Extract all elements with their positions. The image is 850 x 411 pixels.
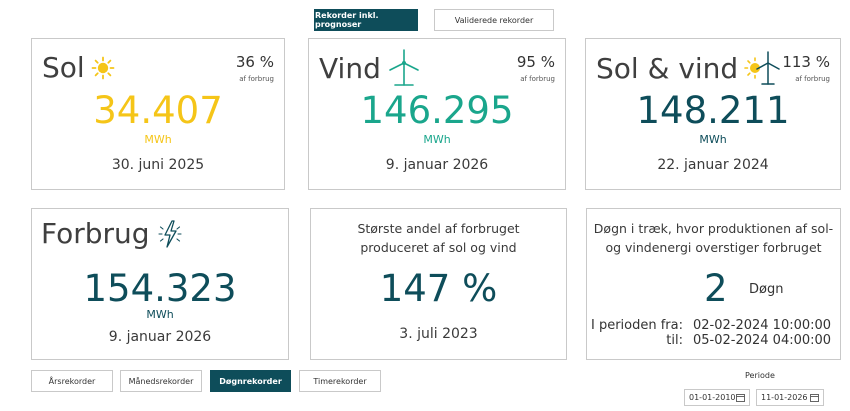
- calendar-icon[interactable]: [736, 393, 745, 402]
- forbrug-title: Forbrug: [41, 217, 184, 250]
- sol-share-value: 36 %: [235, 53, 274, 71]
- doegn-line2: og vindenergi overstiger forbruget: [605, 240, 822, 255]
- doegn-to-label: til:: [666, 333, 683, 348]
- solvind-title: Sol & vind: [596, 51, 780, 85]
- doegn-from-value: 02-02-2024 10:00:00: [693, 318, 832, 333]
- tab-day-records[interactable]: Døgnrekorder: [210, 370, 291, 392]
- vind-unit: MWh: [423, 133, 451, 146]
- period-from-value: 01-01-2010: [689, 393, 736, 402]
- lightning-icon: [158, 219, 182, 248]
- vind-share: 95 % af forbrug: [517, 53, 555, 83]
- solvind-date: 22. januar 2024: [657, 157, 769, 173]
- sol-date: 30. juni 2025: [111, 157, 205, 173]
- andel-date: 3. juli 2023: [399, 326, 478, 342]
- tab-year-records[interactable]: Årsrekorder: [31, 370, 113, 392]
- sol-title: Sol: [42, 51, 115, 84]
- vind-value: 146.295: [360, 89, 514, 132]
- solvind-card: Sol & vind 113 % af forbrug 148.211 MWh …: [585, 38, 841, 190]
- sol-card: Sol 36 % af forbrug 34.407 MWh 30. juni …: [31, 38, 285, 190]
- vind-card: Vind 95 % af forbrug 146.295 MWh 9. janu…: [308, 38, 566, 190]
- doegn-description: Døgn i træk, hvor produktionen af sol- o…: [587, 219, 840, 257]
- doegn-line1: Døgn i træk, hvor produktionen af sol-: [593, 221, 834, 236]
- andel-value: 147 %: [379, 267, 498, 310]
- forbrug-card: Forbrug 154.323 MWh 9. januar 2026: [31, 208, 289, 360]
- doegn-from-label: I perioden fra:: [590, 318, 683, 333]
- period-from-input[interactable]: 01-01-2010: [684, 389, 750, 406]
- validated-records-button[interactable]: Validerede rekorder: [434, 9, 554, 31]
- calendar-icon[interactable]: [810, 393, 819, 402]
- solvind-title-text: Sol & vind: [596, 51, 739, 85]
- solvind-share-value: 113 %: [782, 53, 830, 71]
- sol-title-text: Sol: [42, 51, 85, 84]
- solvind-unit: MWh: [699, 133, 727, 146]
- solvind-share: 113 % af forbrug: [782, 53, 830, 83]
- forbrug-date: 9. januar 2026: [108, 329, 212, 345]
- sun-icon: [91, 56, 115, 79]
- wind-turbine-icon: [389, 49, 419, 86]
- period-to-input[interactable]: 11-01-2026: [756, 389, 824, 406]
- vind-share-value: 95 %: [516, 53, 555, 71]
- sol-value: 34.407: [93, 89, 223, 132]
- andel-description: Største andel af forbruget produceret af…: [311, 219, 566, 257]
- tab-hour-records[interactable]: Timerekorder: [299, 370, 381, 392]
- forbrug-title-text: Forbrug: [41, 217, 150, 250]
- doegn-value: 2: [704, 267, 728, 310]
- andel-line1: Største andel af forbruget: [357, 221, 520, 236]
- forbrug-unit: MWh: [146, 308, 174, 321]
- forbrug-value: 154.323: [83, 267, 237, 310]
- period-label: Periode: [745, 371, 775, 380]
- solvind-value: 148.211: [636, 89, 790, 132]
- period-to-value: 11-01-2026: [761, 393, 808, 402]
- vind-date: 9. januar 2026: [385, 157, 489, 173]
- doegn-unit: Døgn: [749, 282, 784, 297]
- sol-share-label: af forbrug: [239, 75, 274, 83]
- forecast-records-button[interactable]: Rekorder inkl. prognoser: [314, 9, 418, 31]
- sol-share: 36 % af forbrug: [236, 53, 274, 83]
- doegn-card: Døgn i træk, hvor produktionen af sol- o…: [586, 208, 841, 360]
- vind-title-text: Vind: [319, 51, 381, 85]
- vind-title: Vind: [319, 49, 421, 87]
- vind-share-label: af forbrug: [520, 75, 555, 83]
- tab-month-records[interactable]: Månedsrekorder: [120, 370, 202, 392]
- andel-line2: produceret af sol og vind: [360, 240, 517, 255]
- solvind-share-label: af forbrug: [795, 75, 830, 83]
- doegn-to-value: 05-02-2024 04:00:00: [693, 333, 832, 348]
- sun-wind-icon: [744, 51, 780, 85]
- andel-card: Største andel af forbruget produceret af…: [310, 208, 567, 360]
- sol-unit: MWh: [144, 133, 172, 146]
